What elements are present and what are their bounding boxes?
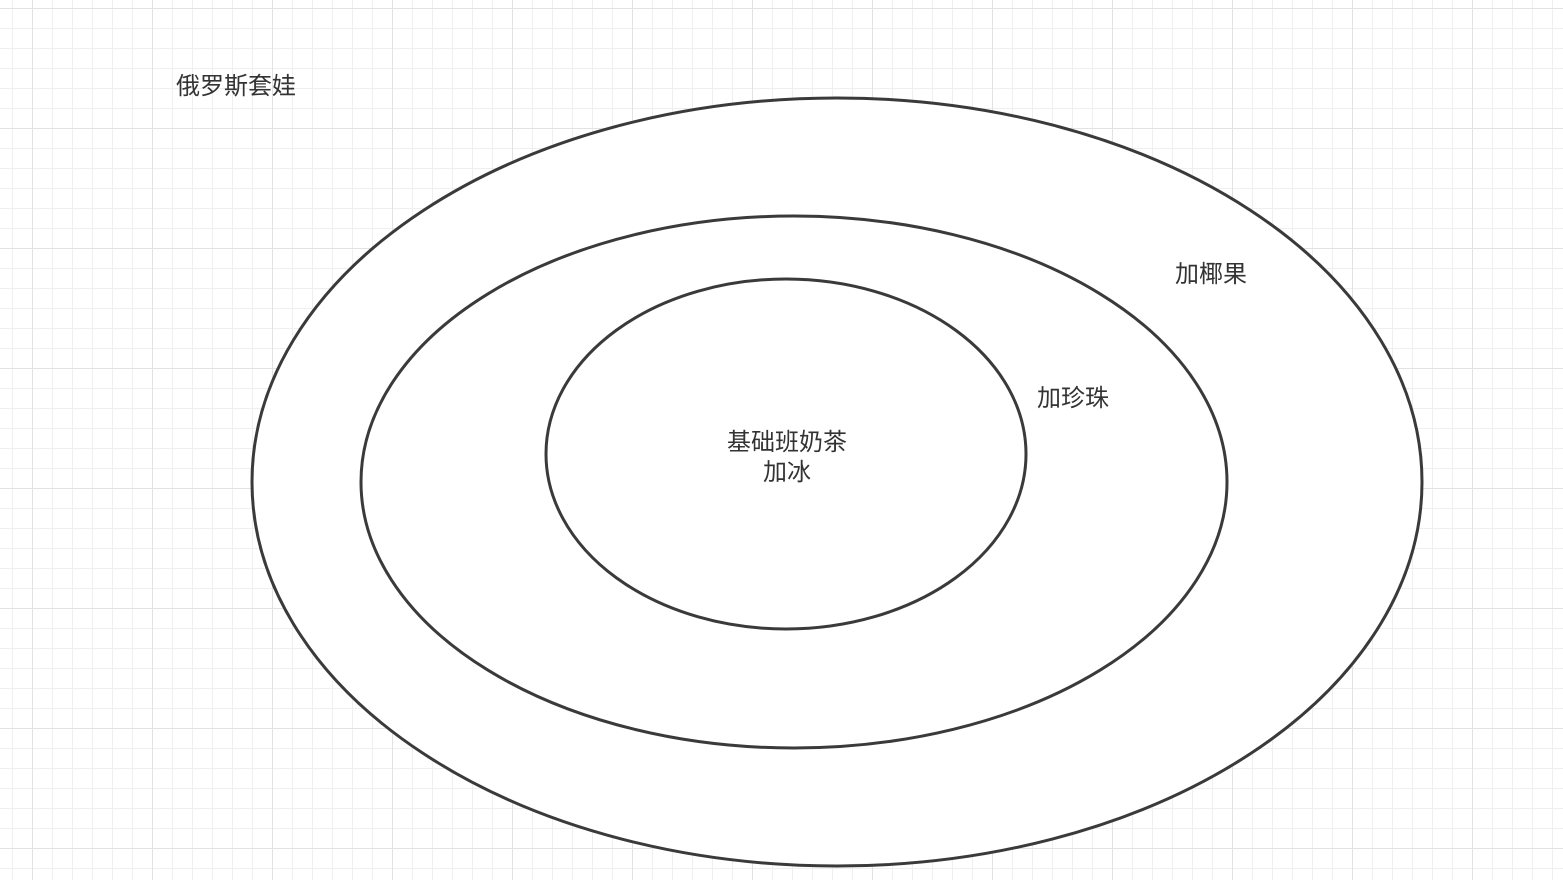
outer-layer-label: 加椰果 xyxy=(1175,260,1247,288)
inner-ellipse[interactable] xyxy=(544,277,1028,631)
inner-layer-label-line2: 加冰 xyxy=(763,458,811,486)
inner-layer-label-line1: 基础班奶茶 xyxy=(727,428,847,456)
diagram-title: 俄罗斯套娃 xyxy=(176,72,296,100)
middle-layer-label: 加珍珠 xyxy=(1037,384,1109,412)
inner-layer-label: 基础班奶茶 加冰 xyxy=(707,427,867,487)
